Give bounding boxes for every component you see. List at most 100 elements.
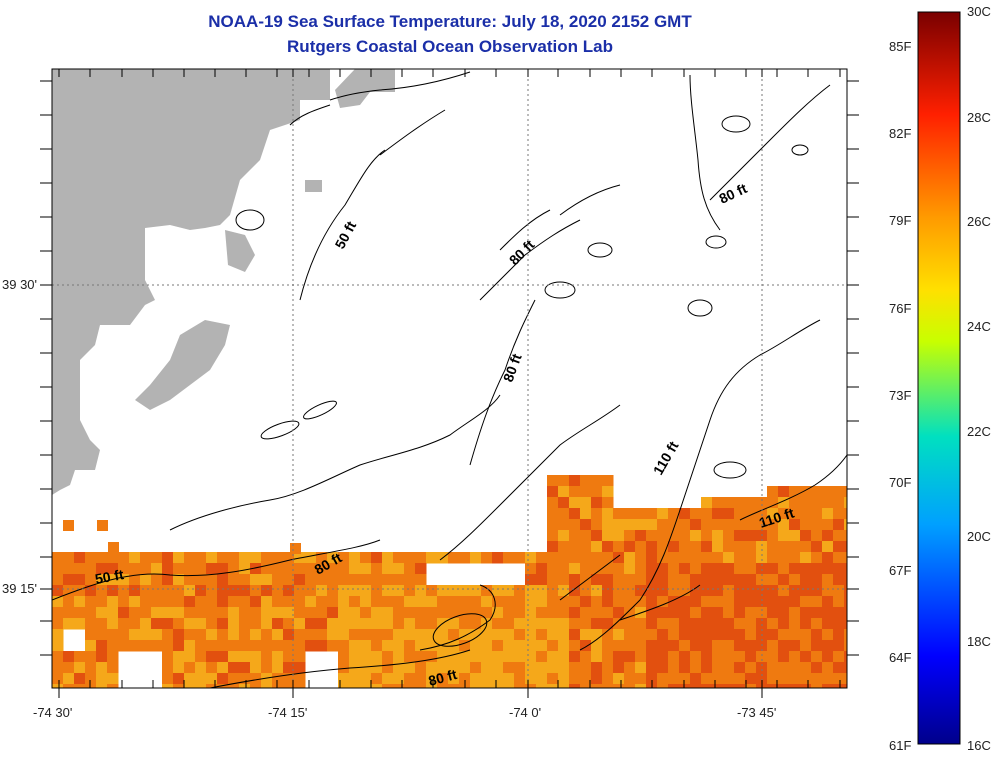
sst-cell — [129, 629, 141, 641]
sst-cell — [525, 640, 537, 652]
sst-cell — [514, 552, 526, 564]
sst-cell — [404, 662, 416, 674]
sst-cell — [789, 607, 801, 619]
sst-cell — [613, 552, 625, 564]
sst-cell — [217, 563, 229, 575]
sst-cell — [734, 563, 746, 575]
sst-cell — [272, 552, 284, 564]
sst-cell — [63, 607, 75, 619]
sst-cell — [756, 618, 768, 630]
sst-cell — [360, 640, 372, 652]
sst-cell — [63, 662, 75, 674]
sst-cell — [107, 563, 119, 575]
sst-cell — [558, 673, 570, 685]
sst-cell — [96, 607, 108, 619]
sst-cell — [734, 530, 746, 542]
sst-cell — [800, 552, 812, 564]
sst-cell — [844, 497, 847, 509]
sst-cell — [382, 552, 394, 564]
sst-cell — [294, 629, 306, 641]
sst-cell — [283, 618, 295, 630]
sst-cell — [690, 640, 702, 652]
sst-cell — [657, 629, 669, 641]
sst-cell — [613, 684, 625, 688]
axis-ticks — [40, 69, 859, 698]
sst-cell — [745, 574, 757, 586]
sst-cell — [657, 508, 669, 520]
sst-cell — [206, 585, 218, 597]
sst-cell — [151, 629, 163, 641]
sst-cell — [470, 585, 482, 597]
sst-cell — [272, 673, 284, 685]
sst-cell — [800, 640, 812, 652]
sst-cell — [63, 673, 75, 685]
sst-cell — [701, 574, 713, 586]
sst-cell — [635, 640, 647, 652]
sst-cell — [85, 629, 97, 641]
sst-cell — [525, 574, 537, 586]
sst-cell — [283, 585, 295, 597]
sst-cell — [316, 585, 328, 597]
sst-cell — [657, 618, 669, 630]
sst-cell — [745, 684, 757, 688]
sst-cell — [811, 530, 823, 542]
sst-cell — [338, 596, 350, 608]
sst-cell — [602, 673, 614, 685]
sst-cell — [107, 673, 119, 685]
sst-cell — [162, 640, 174, 652]
sst-cell — [250, 618, 262, 630]
sst-cell — [569, 651, 581, 663]
sst-cell — [833, 585, 845, 597]
sst-cell — [591, 574, 603, 586]
sst-cell — [360, 673, 372, 685]
sst-cell — [811, 673, 823, 685]
land-mass — [135, 320, 230, 410]
sst-cell — [745, 651, 757, 663]
sst-cell — [536, 596, 548, 608]
sst-cell — [503, 684, 515, 688]
sst-cell — [580, 629, 592, 641]
sst-cell — [437, 662, 449, 674]
sst-cell — [547, 684, 559, 688]
sst-cell — [668, 508, 680, 520]
sst-cell — [822, 629, 834, 641]
sst-cell — [547, 519, 559, 531]
sst-cell — [701, 607, 713, 619]
land-mass — [335, 69, 395, 108]
sst-cell — [569, 519, 581, 531]
sst-cell — [239, 651, 251, 663]
sst-cell — [503, 607, 515, 619]
sst-cell — [712, 541, 724, 553]
sst-cell — [371, 684, 383, 688]
sst-cell — [338, 585, 350, 597]
sst-cell — [558, 530, 570, 542]
sst-cell — [822, 563, 834, 575]
sst-cell — [151, 563, 163, 575]
sst-cell — [701, 673, 713, 685]
sst-cell — [404, 596, 416, 608]
sst-cell — [591, 640, 603, 652]
sst-cell — [844, 640, 847, 652]
sst-cell — [481, 552, 493, 564]
sst-cell — [349, 574, 361, 586]
sst-cell — [822, 486, 834, 498]
sst-cell — [404, 618, 416, 630]
sst-cell — [239, 684, 251, 688]
sst-cell — [591, 530, 603, 542]
sst-cell — [283, 640, 295, 652]
sst-cell — [129, 640, 141, 652]
sst-cell — [514, 585, 526, 597]
sst-cell — [745, 640, 757, 652]
sst-cell — [723, 662, 735, 674]
sst-cell — [283, 607, 295, 619]
sst-cell — [569, 640, 581, 652]
sst-cell — [646, 673, 658, 685]
sst-cell — [767, 629, 779, 641]
sst-cell — [811, 684, 823, 688]
sst-cell — [470, 552, 482, 564]
sst-cell — [734, 618, 746, 630]
sst-cell — [701, 519, 713, 531]
sst-cell — [591, 618, 603, 630]
sst-cell — [448, 629, 460, 641]
sst-cell — [85, 596, 97, 608]
